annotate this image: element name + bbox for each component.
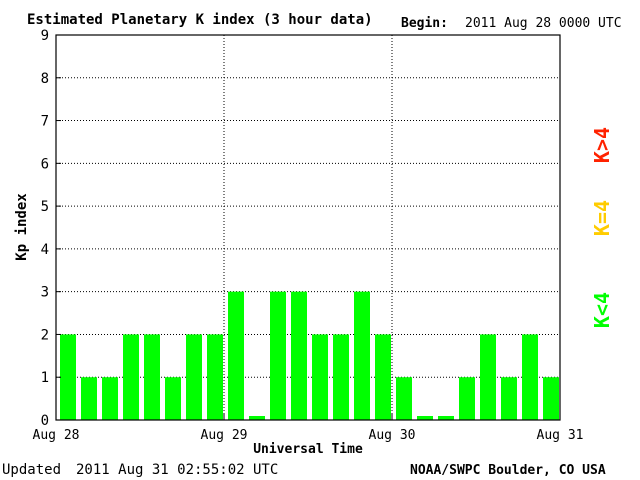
legend-item: K>4 — [590, 127, 614, 163]
kp-bar — [459, 377, 475, 420]
begin-label: Begin: — [401, 16, 448, 31]
x-axis-label: Universal Time — [253, 442, 363, 457]
kp-bar — [438, 416, 454, 420]
bars — [60, 291, 559, 420]
kp-bar — [291, 291, 307, 420]
y-tick-label: 9 — [41, 28, 49, 44]
y-tick-label: 7 — [41, 114, 49, 130]
kp-bar — [249, 416, 265, 420]
kp-bar — [417, 416, 433, 420]
legend: K<4 K=4 K>4 — [590, 127, 614, 328]
chart-title: Estimated Planetary K index (3 hour data… — [27, 12, 373, 28]
kp-bar — [543, 377, 559, 420]
y-axis-label: Kp index — [14, 193, 30, 261]
kp-bar — [375, 334, 391, 420]
kp-bar — [165, 377, 181, 420]
kp-bar — [102, 377, 118, 420]
y-tick-label: 5 — [41, 199, 49, 215]
kp-bar — [522, 334, 538, 420]
begin-value: 2011 Aug 28 0000 UTC — [465, 16, 622, 31]
x-tick-label: Aug 31 — [537, 428, 584, 443]
y-tick-label: 4 — [41, 242, 49, 258]
legend-item: K<4 — [590, 292, 614, 328]
kp-bar — [396, 377, 412, 420]
y-tick-label: 1 — [41, 370, 49, 386]
plot-frame — [55, 34, 561, 421]
kp-bar — [354, 291, 370, 420]
kp-bar — [270, 291, 286, 420]
updated-value: 2011 Aug 31 02:55:02 UTC — [76, 462, 278, 478]
source-credit: NOAA/SWPC Boulder, CO USA — [410, 463, 606, 478]
x-tick-label: Aug 29 — [201, 428, 248, 443]
kp-bar — [207, 334, 223, 420]
grid-lines — [56, 35, 560, 420]
kp-bar — [123, 334, 139, 420]
y-ticks: 0 1 2 3 4 5 6 7 8 9 — [41, 28, 61, 429]
legend-item: K=4 — [590, 200, 614, 236]
x-tick-label: Aug 30 — [369, 428, 416, 443]
kp-bar — [501, 377, 517, 420]
y-tick-label: 3 — [41, 285, 49, 301]
kp-bar — [312, 334, 328, 420]
kp-bar — [480, 334, 496, 420]
kp-bar — [60, 334, 76, 420]
kp-bar — [333, 334, 349, 420]
x-ticks: Aug 28 Aug 29 Aug 30 Aug 31 — [33, 414, 584, 443]
x-tick-label: Aug 28 — [33, 428, 80, 443]
y-tick-label: 8 — [41, 71, 49, 87]
updated-label: Updated — [2, 462, 61, 478]
kp-bar — [144, 334, 160, 420]
kp-bar — [228, 291, 244, 420]
y-tick-label: 2 — [41, 327, 49, 343]
y-tick-label: 6 — [41, 156, 49, 172]
kp-bar — [186, 334, 202, 420]
kp-bar — [81, 377, 97, 420]
y-tick-label: 0 — [41, 413, 49, 429]
